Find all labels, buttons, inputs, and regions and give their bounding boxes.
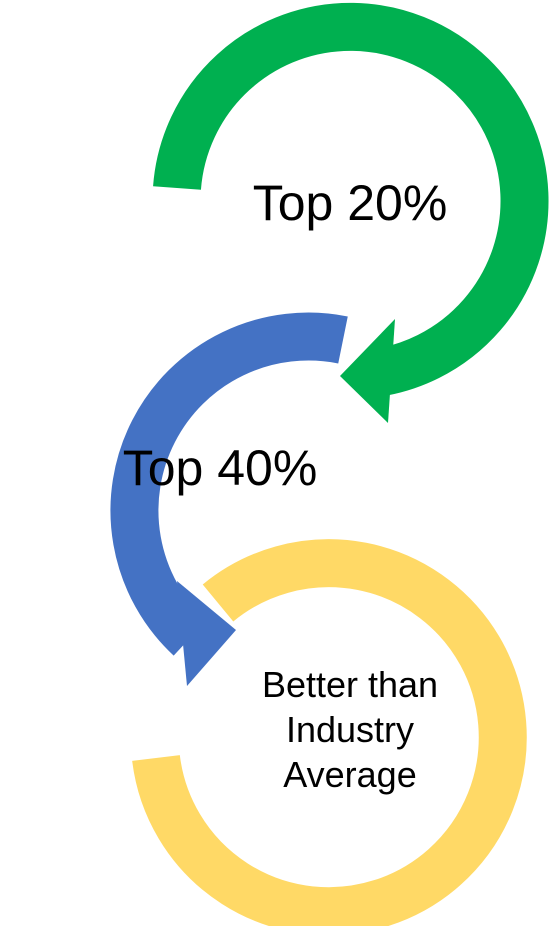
- blue-arrow-arc: [110, 312, 348, 656]
- label-line: Average: [283, 754, 417, 795]
- step-label-top-40: Top 40%: [122, 440, 318, 496]
- step-label-better-than-average: Better than Industry Average: [225, 662, 475, 797]
- green-arrow-arc: [153, 2, 549, 398]
- yellow-ring-arc: [132, 539, 527, 926]
- green-arrowhead: [340, 319, 395, 423]
- step-label-top-20: Top 20%: [252, 175, 448, 231]
- label-line: Better than: [261, 664, 439, 705]
- blue-arrowhead: [177, 581, 236, 686]
- label-line: Industry: [285, 709, 415, 750]
